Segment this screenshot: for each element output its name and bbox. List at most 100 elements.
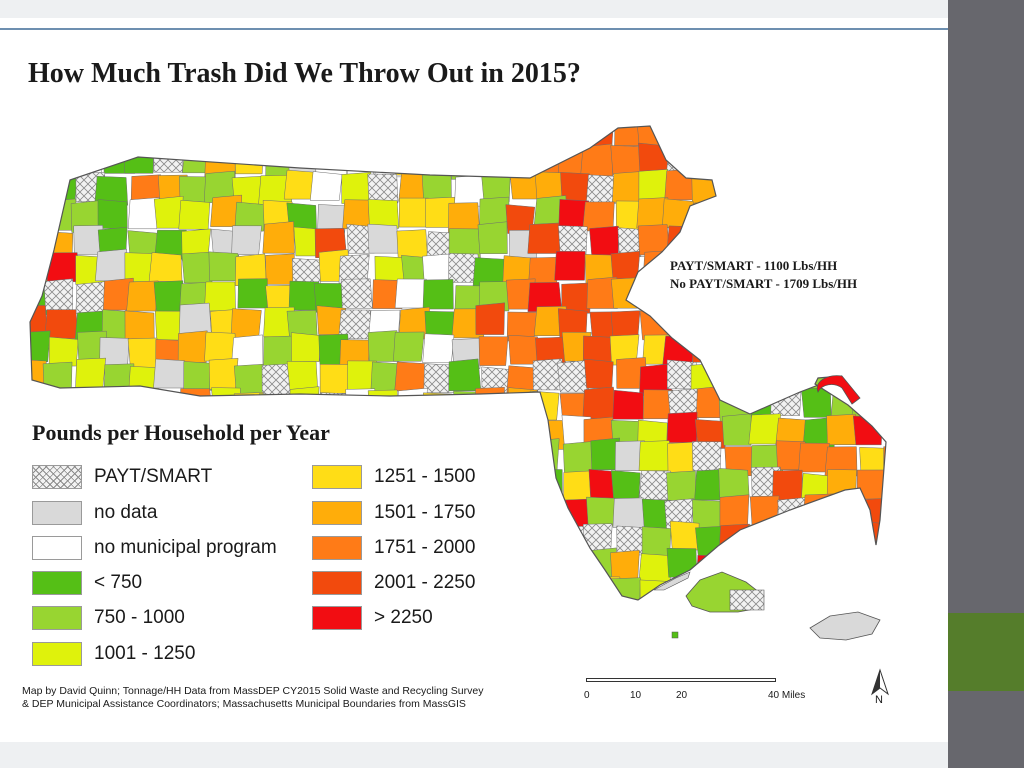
- municipality-tile: [801, 387, 832, 418]
- legend-item-payt-smart: PAYT/SMART: [32, 464, 212, 490]
- municipality-tile: [288, 386, 320, 419]
- legend-item-under-750: < 750: [32, 570, 142, 596]
- municipality-tile: [30, 358, 47, 389]
- municipality-tile: [291, 332, 321, 362]
- municipality-tile: [748, 201, 780, 233]
- municipality-tile: [554, 251, 586, 281]
- municipality-tile: [286, 144, 317, 174]
- municipality-tile: [394, 361, 428, 392]
- municipality-tile: [749, 495, 780, 526]
- municipality-tile: [638, 470, 671, 500]
- municipality-tile: [775, 126, 805, 153]
- municipality-tile: [509, 577, 540, 600]
- marthas-vineyard-payt: [729, 589, 765, 611]
- municipality-tile: [48, 168, 79, 200]
- legend-swatch: [32, 465, 82, 489]
- state-outline: [29, 125, 887, 601]
- municipality-tile: [204, 331, 237, 362]
- municipality-tile: [852, 415, 883, 446]
- municipality-tile: [583, 610, 615, 639]
- legend-swatch: [312, 501, 362, 525]
- small-island: [671, 631, 679, 639]
- legend-swatch: [32, 571, 82, 595]
- municipality-tile: [448, 418, 479, 450]
- municipality-tile: [802, 201, 833, 234]
- municipality-tile: [153, 358, 186, 389]
- municipality-tile: [43, 126, 73, 153]
- municipality-tile: [799, 144, 830, 175]
- municipality-tile: [798, 336, 831, 369]
- municipality-tile: [75, 391, 105, 423]
- municipality-tile: [833, 528, 864, 558]
- municipality-tile: [717, 335, 751, 367]
- municipality-tile: [393, 331, 425, 362]
- municipality-tile: [877, 200, 886, 232]
- municipality-tile: [859, 447, 886, 477]
- municipality-tile: [826, 414, 858, 446]
- municipality-tile: [203, 126, 235, 153]
- legend-swatch: [32, 501, 82, 525]
- municipality-tile: [259, 445, 291, 477]
- municipality-tile: [692, 305, 722, 338]
- municipality-tile: [504, 601, 533, 632]
- municipality-tile: [183, 498, 215, 528]
- legend-item-2001-2250: 2001 - 2250: [312, 570, 475, 596]
- municipality-tile: [234, 126, 267, 149]
- municipality-tile: [314, 126, 348, 149]
- legend-title: Pounds per Household per Year: [32, 420, 330, 445]
- municipality-tile: [611, 277, 641, 309]
- municipality-tile: [340, 278, 373, 309]
- municipality-tile: [475, 302, 505, 335]
- municipality-tile: [293, 126, 323, 148]
- municipality-tile: [447, 603, 477, 632]
- municipality-tile: [805, 126, 836, 153]
- municipality-tile: [478, 336, 509, 366]
- slide-top-rule: [0, 28, 948, 30]
- municipality-tile: [508, 334, 540, 365]
- municipality-tile: [394, 278, 428, 309]
- legend-swatch: [312, 606, 362, 630]
- municipality-tile: [718, 468, 750, 498]
- municipality-tile: [99, 390, 132, 421]
- municipality-tile: [234, 144, 265, 175]
- legend-item-1251-1500: 1251 - 1500: [312, 464, 475, 490]
- municipality-tile: [506, 416, 538, 447]
- municipality-tile: [752, 309, 782, 340]
- municipality-tile: [237, 278, 268, 309]
- municipality-tile: [611, 171, 644, 203]
- municipality-tile: [857, 204, 886, 234]
- municipality-tile: [582, 386, 617, 419]
- municipality-tile: [209, 573, 239, 600]
- municipality-tile: [831, 548, 864, 579]
- municipality-tile: [153, 280, 184, 312]
- municipality-tile: [30, 227, 52, 258]
- municipality-tile: [43, 278, 74, 311]
- municipality-tile: [722, 146, 753, 178]
- municipality-tile: [234, 201, 266, 232]
- municipality-tile: [642, 282, 672, 316]
- municipality-tile: [580, 143, 613, 177]
- municipality-tile: [859, 277, 886, 311]
- municipality-tile: [371, 126, 403, 151]
- municipality-tile: [725, 197, 755, 228]
- municipality-tile: [771, 143, 802, 176]
- municipality-tile: [801, 303, 832, 335]
- slide-top-band: [0, 0, 948, 18]
- municipality-tile: [612, 389, 644, 420]
- municipality-tile: [851, 333, 884, 363]
- legend-swatch: [32, 536, 82, 560]
- municipality-tile: [748, 413, 781, 445]
- municipality-tile: [481, 126, 513, 148]
- municipality-tile: [883, 547, 886, 580]
- municipality-tile: [478, 552, 511, 582]
- municipality-tile: [772, 520, 803, 551]
- legend-label: 1001 - 1250: [94, 643, 196, 664]
- north-arrow-icon: [871, 668, 889, 696]
- elizabeth-islands: [653, 571, 691, 591]
- municipality-tile: [124, 126, 155, 149]
- municipality-tile: [502, 472, 532, 503]
- municipality-tile: [856, 253, 886, 283]
- municipality-tile: [583, 358, 614, 389]
- municipality-tile: [341, 171, 372, 204]
- municipality-tile: [717, 312, 753, 342]
